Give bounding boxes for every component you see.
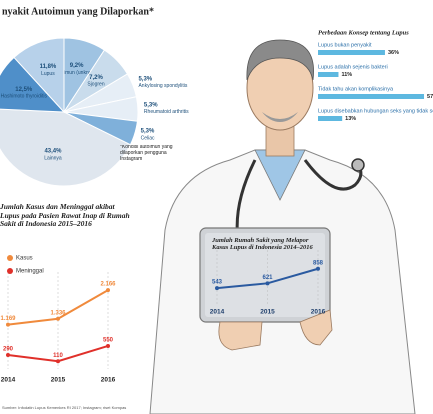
pie-slice — [0, 108, 132, 187]
bar — [318, 116, 343, 121]
pie-slice — [0, 56, 66, 113]
x-tick-label: 2016 — [311, 309, 326, 316]
bar-value-label: 36% — [388, 50, 399, 56]
data-label: 621 — [262, 275, 273, 281]
slice-value-label: 11,8% — [40, 64, 57, 70]
chart-note: *Kondisi autoimun yang dilaporkan penggu… — [120, 145, 173, 162]
bar-label: Lupus bukan penyakit — [318, 42, 372, 48]
chart-note-box: *Kondisi autoimun yang dilaporkan penggu… — [120, 145, 173, 162]
data-label: 110 — [53, 353, 63, 359]
x-tick-label: 2015 — [260, 309, 275, 316]
data-point — [106, 343, 110, 348]
slice-label: Lupus — [41, 71, 55, 77]
data-label: 550 — [103, 338, 114, 344]
bar-label: Tidak tahu akan komplikasinya — [318, 86, 394, 92]
chart-title: nyakit Autoimun yang Dilaporkan* — [2, 6, 154, 17]
bar-value-label: 57% — [427, 94, 433, 100]
pie-slice — [13, 37, 65, 114]
bar — [318, 50, 385, 55]
data-label: 1.169 — [0, 316, 16, 322]
slice-value-label: 12,5% — [15, 87, 33, 93]
data-point — [6, 352, 10, 357]
legend-label: Meninggal — [16, 269, 44, 275]
slice-value-label: 9,2% — [70, 63, 84, 69]
slice-label: Sjogren — [87, 82, 104, 88]
chart-title-box: Jumlah Rumah Sakit yang Melapor Kasus Lu… — [212, 237, 313, 252]
bar-value-label: 11% — [341, 72, 352, 78]
chart-title: Perbedaan Konsep tentang Lupus — [318, 29, 409, 36]
slice-label: Ankylosing spondylitis — [138, 83, 187, 89]
bar — [318, 94, 425, 99]
slice-value-label: 43,4% — [44, 149, 62, 155]
legend-swatch — [7, 255, 13, 261]
data-point — [316, 266, 320, 271]
data-label: 290 — [3, 347, 14, 353]
slice-label: Autoimun (unknown) — [54, 70, 100, 76]
data-point — [215, 286, 219, 291]
slice-value-label: 5,3% — [138, 76, 152, 82]
data-point — [56, 359, 60, 364]
source: Sumber: Infodatin Lupus Kemenkes RI 2017… — [2, 405, 126, 410]
bar — [318, 72, 339, 77]
data-label: 2.166 — [100, 282, 116, 288]
data-label: 858 — [313, 260, 324, 266]
data-point — [56, 316, 60, 321]
x-tick-label: 2015 — [51, 377, 66, 384]
doctor-illustration — [149, 39, 416, 414]
chart-title-box: Jumlah Kasus dan Meninggal akibat Lupus … — [0, 203, 130, 229]
slice-label: Celiac — [141, 135, 155, 141]
slice-label: Hashimoto thyroiditis — [1, 94, 48, 100]
x-tick-label: 2016 — [101, 377, 116, 384]
bar-label: Lupus adalah sejenis bakteri — [318, 64, 388, 70]
legend-label: Kasus — [16, 256, 33, 262]
data-point — [106, 288, 110, 293]
data-label: 1.336 — [50, 310, 66, 316]
slice-value-label: 7,2% — [89, 75, 103, 81]
slice-label: Lainnya — [44, 155, 62, 161]
slice-value-label: 5,3% — [144, 102, 158, 108]
chart-title: Jumlah Rumah Sakit yang Melapor Kasus Lu… — [212, 237, 313, 252]
slice-label: Rheumatoid arthritis — [144, 109, 189, 115]
slice-value-label: 5,3% — [141, 129, 155, 135]
chart-title: Jumlah Kasus dan Meninggal akibat Lupus … — [0, 203, 130, 229]
x-tick-label: 2014 — [1, 377, 16, 384]
legend-swatch — [7, 268, 13, 274]
bar-value-label: 13% — [345, 116, 356, 122]
data-point — [6, 322, 10, 327]
data-label: 543 — [212, 280, 223, 286]
x-tick-label: 2014 — [210, 309, 225, 316]
data-point — [265, 281, 270, 286]
bar-label: Lupus disebabkan hubungan seks yang tida… — [318, 108, 433, 114]
